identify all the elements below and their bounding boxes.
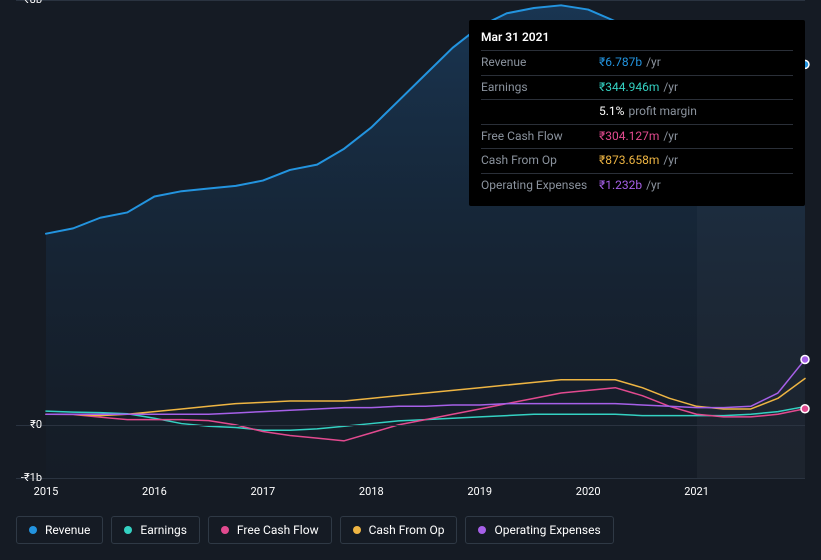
x-axis-tick: 2017: [250, 485, 275, 498]
x-axis-tick: 2016: [142, 485, 167, 498]
tooltip-row-label: Operating Expenses: [481, 178, 599, 194]
x-axis-tick: 2018: [359, 485, 384, 498]
x-axis-tick: 2020: [576, 485, 601, 498]
y-axis-tick: ₹8b: [16, 0, 42, 6]
tooltip-row: Cash From Op₹873.658m/yr: [481, 148, 793, 173]
tooltip-row-label: [481, 104, 599, 120]
x-axis-tick: 2021: [684, 485, 709, 498]
chart-tooltip: Mar 31 2021 Revenue₹6.787b/yrEarnings₹34…: [469, 20, 805, 206]
legend-swatch-icon: [221, 526, 229, 534]
legend-item-label: Operating Expenses: [494, 523, 600, 537]
tooltip-row-value: ₹304.127m/yr: [599, 129, 678, 145]
tooltip-row-label: Cash From Op: [481, 153, 599, 169]
tooltip-row-label: Earnings: [481, 80, 599, 96]
tooltip-row-value: ₹873.658m/yr: [599, 153, 678, 169]
gridline: [16, 425, 805, 426]
chart-legend: Revenue Earnings Free Cash Flow Cash From O…: [16, 516, 614, 544]
legend-swatch-icon: [124, 526, 132, 534]
x-axis-tick: 2015: [34, 485, 59, 498]
tooltip-row: 5.1%profit margin: [481, 99, 793, 124]
legend-item-label: Cash From Op: [369, 523, 445, 537]
legend-swatch-icon: [478, 526, 486, 534]
tooltip-row: Free Cash Flow₹304.127m/yr: [481, 124, 793, 149]
legend-item-opex[interactable]: Operating Expenses: [465, 516, 613, 544]
tooltip-row-value: ₹6.787b/yr: [599, 55, 661, 71]
y-axis-tick: -₹1b: [16, 471, 42, 484]
legend-item-fcf[interactable]: Free Cash Flow: [208, 516, 332, 544]
tooltip-row-value: 5.1%profit margin: [599, 104, 697, 120]
legend-item-label: Earnings: [140, 523, 187, 537]
legend-item-label: Free Cash Flow: [237, 523, 319, 537]
tooltip-rows: Revenue₹6.787b/yrEarnings₹344.946m/yr5.1…: [481, 50, 793, 198]
tooltip-row: Earnings₹344.946m/yr: [481, 75, 793, 100]
tooltip-row-value: ₹1.232b/yr: [599, 178, 661, 194]
tooltip-row: Operating Expenses₹1.232b/yr: [481, 173, 793, 198]
tooltip-row-label: Free Cash Flow: [481, 129, 599, 145]
tooltip-row-label: Revenue: [481, 55, 599, 71]
legend-swatch-icon: [353, 526, 361, 534]
y-axis-tick: ₹0: [16, 418, 42, 431]
legend-item-cfo[interactable]: Cash From Op: [340, 516, 458, 544]
tooltip-row-value: ₹344.946m/yr: [599, 80, 678, 96]
x-axis-tick: 2019: [467, 485, 492, 498]
legend-swatch-icon: [29, 526, 37, 534]
x-axis-line: [46, 478, 805, 479]
legend-item-label: Revenue: [45, 523, 90, 537]
legend-item-earnings[interactable]: Earnings: [111, 516, 200, 544]
legend-item-revenue[interactable]: Revenue: [16, 516, 103, 544]
gridline: [16, 0, 805, 1]
tooltip-title: Mar 31 2021: [481, 30, 793, 44]
tooltip-row: Revenue₹6.787b/yr: [481, 50, 793, 75]
